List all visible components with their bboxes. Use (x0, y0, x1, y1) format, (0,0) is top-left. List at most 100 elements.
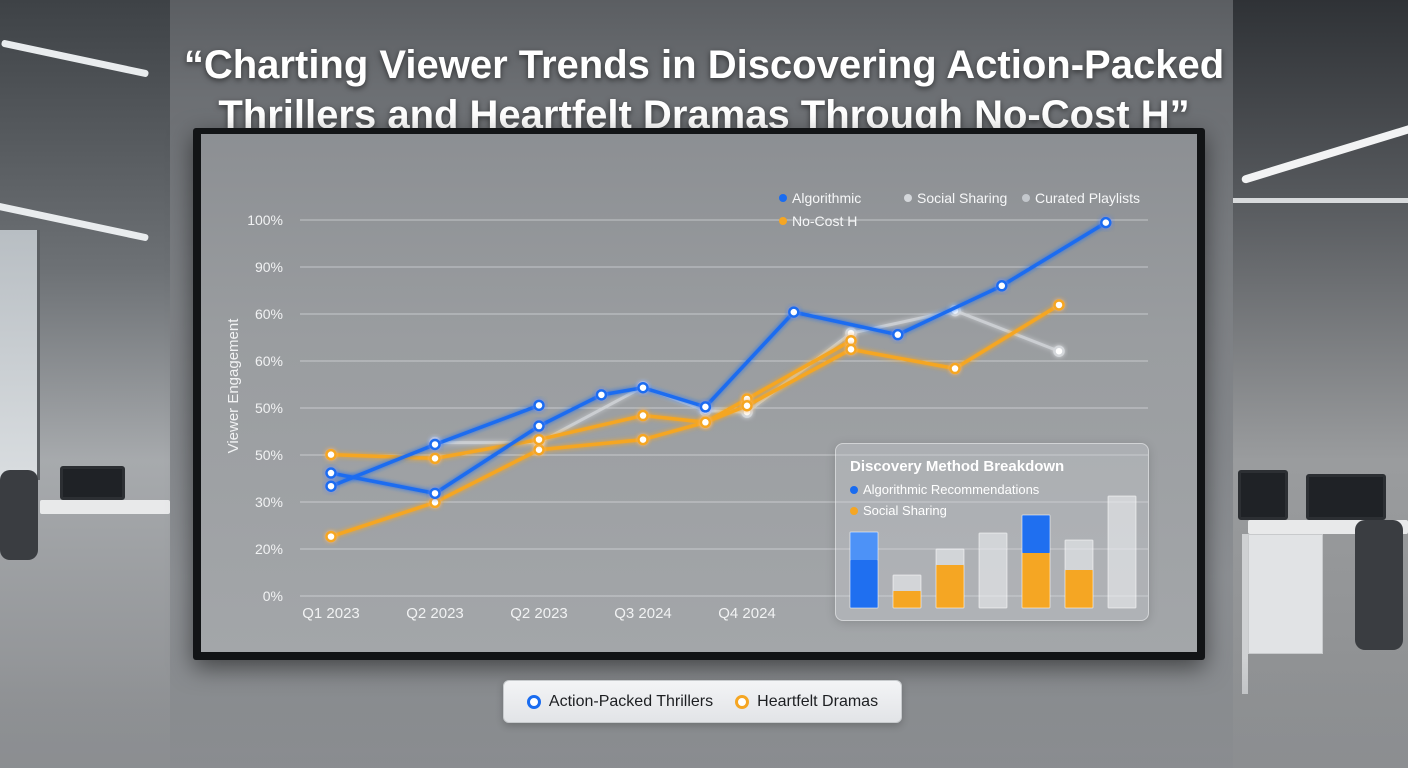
y-axis-ticks: 0% 20% 30% 50% 50% 60% 60% 90% 100% (247, 212, 283, 604)
data-point (892, 328, 904, 341)
office-window (0, 230, 40, 480)
data-point (637, 433, 649, 446)
inset-bar-segment (1022, 515, 1050, 553)
x-tick-label: Q2 2023 (510, 605, 568, 622)
legend-label: No-Cost H (792, 213, 857, 229)
inset-bar (849, 531, 879, 609)
data-point (1053, 345, 1065, 357)
inset-bar-outline (1064, 539, 1094, 609)
inset-bar-segment (979, 548, 1007, 608)
data-point (533, 399, 545, 412)
data-point (637, 381, 649, 394)
series-line (329, 220, 1108, 496)
inset-bar (1021, 514, 1051, 609)
inset-legend-item: Social Sharing (850, 503, 947, 518)
inset-bar (892, 574, 922, 609)
x-tick-label: Q3 2024 (614, 605, 672, 622)
y-tick-label: 60% (255, 353, 283, 369)
series-no-cost-h (325, 299, 1065, 465)
chart-series (325, 216, 1112, 543)
data-point (429, 487, 441, 500)
data-point (325, 530, 337, 543)
data-point (949, 362, 961, 375)
data-point (429, 496, 441, 509)
inset-bar-segment (893, 575, 921, 591)
series-heartfelt-dramas (325, 334, 857, 543)
data-point (845, 343, 857, 356)
inset-bar (978, 532, 1008, 609)
inset-bar (1107, 495, 1137, 609)
orange-ring-icon (735, 694, 750, 709)
y-tick-label: 20% (255, 541, 283, 557)
inset-bar-segment (850, 560, 878, 608)
y-tick-label: 60% (255, 306, 283, 322)
data-point (533, 443, 545, 456)
data-point (741, 399, 753, 412)
inset-bar-segment (936, 549, 964, 565)
legend-label: Action-Packed Thrillers (548, 692, 714, 710)
legend-dot-icon (904, 194, 912, 202)
legend-item-thrillers[interactable]: Action-Packed Thrillers (526, 692, 714, 711)
y-tick-label: 50% (255, 400, 283, 416)
legend-item-dramas[interactable]: Heartfelt Dramas (735, 693, 878, 711)
inset-bar-outline (935, 548, 965, 609)
data-point (429, 452, 441, 465)
data-point (699, 401, 712, 413)
data-point (699, 416, 712, 429)
x-tick-label: Q4 2024 (718, 605, 776, 622)
data-point (788, 306, 800, 318)
y-tick-label: 30% (255, 494, 283, 510)
inset-bar (1064, 539, 1094, 609)
office-cabinet (1248, 534, 1323, 654)
inset-bar-outline (1021, 514, 1051, 609)
inset-bar-segment (1108, 496, 1136, 608)
ceiling-light (1233, 198, 1408, 203)
blue-dot-icon (850, 485, 858, 494)
inset-bar-outline (1107, 495, 1137, 609)
office-monitor (1306, 474, 1386, 520)
bottom-legend: Action-Packed Thrillers Heartfelt Dramas (503, 680, 902, 723)
data-point (595, 389, 608, 401)
inset-bar-segment (936, 565, 964, 608)
blue-ring-icon (526, 694, 541, 709)
series-line (329, 338, 853, 539)
series-social-sharing (429, 304, 1065, 449)
office-desk (40, 500, 170, 514)
data-point (429, 438, 441, 451)
series-action-packed-thrillers (325, 399, 545, 492)
desk-leg (1242, 534, 1248, 694)
orange-dot-icon (850, 506, 858, 515)
data-point (1053, 299, 1065, 311)
legend-label: Curated Playlists (1035, 190, 1140, 206)
series-line (433, 309, 1061, 445)
office-chair (0, 470, 38, 560)
data-point (325, 448, 337, 461)
inset-bar-segment (979, 533, 1007, 548)
inset-legend-label: Social Sharing (863, 503, 947, 518)
x-tick-label: Q1 2023 (302, 605, 360, 622)
data-point (996, 280, 1008, 292)
y-tick-label: 0% (263, 588, 283, 604)
inset-legend-label: Algorithmic Recommendations (863, 482, 1040, 497)
office-background-left (0, 0, 170, 768)
series-line (329, 303, 1061, 461)
legend-dot-icon (1022, 194, 1030, 202)
series-algorithmic (325, 216, 1112, 500)
office-monitor (60, 466, 125, 500)
legend-label: Social Sharing (917, 190, 1007, 206)
legend-label: Heartfelt Dramas (757, 692, 879, 710)
inset-bar-segment (1022, 553, 1050, 608)
legend-dot-icon (779, 217, 787, 225)
chart-legend: Algorithmic Social Sharing Curated Playlis… (779, 190, 1140, 229)
inset-bar (935, 548, 965, 609)
office-background-right (1233, 0, 1408, 768)
legend-label: Algorithmic (792, 190, 861, 206)
inset-bar-outline (892, 574, 922, 609)
title-line-1: “Charting Viewer Trends in Discovering A… (183, 43, 1225, 87)
inset-bar-segment (1065, 570, 1093, 608)
inset-bar-segment (893, 591, 921, 608)
discovery-breakdown-panel: Discovery Method Breakdown Algorithmic R… (835, 443, 1149, 621)
office-monitor (1238, 470, 1288, 520)
data-point (533, 420, 545, 432)
